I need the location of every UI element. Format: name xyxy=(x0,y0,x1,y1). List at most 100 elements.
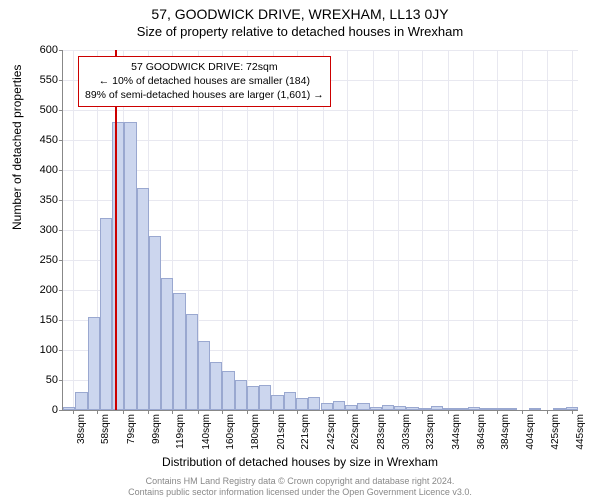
xtick-label: 160sqm xyxy=(225,414,236,450)
gridline-v xyxy=(497,50,498,410)
xtick-mark xyxy=(123,410,124,414)
gridline-v xyxy=(73,50,74,410)
histogram-bar xyxy=(455,408,467,410)
histogram-bar xyxy=(259,385,271,410)
histogram-bar xyxy=(75,392,87,410)
gridline-v xyxy=(547,50,548,410)
xtick-label: 323sqm xyxy=(425,414,436,450)
histogram-bar xyxy=(382,405,394,410)
histogram-bar xyxy=(198,341,210,410)
ytick-mark xyxy=(59,350,63,351)
ytick-mark xyxy=(59,410,63,411)
xtick-mark xyxy=(198,410,199,414)
histogram-bar xyxy=(333,401,345,410)
xtick-mark xyxy=(97,410,98,414)
gridline-v xyxy=(398,50,399,410)
xtick-mark xyxy=(347,410,348,414)
histogram-bar xyxy=(222,371,234,410)
xtick-label: 140sqm xyxy=(201,414,212,450)
ytick-mark xyxy=(59,380,63,381)
xtick-mark xyxy=(547,410,548,414)
xtick-label: 262sqm xyxy=(350,414,361,450)
histogram-bar xyxy=(492,408,504,410)
ytick-label: 450 xyxy=(18,134,58,146)
ytick-label: 500 xyxy=(18,104,58,116)
histogram-bar xyxy=(88,317,100,410)
gridline-v xyxy=(448,50,449,410)
footer-line1: Contains HM Land Registry data © Crown c… xyxy=(0,476,600,487)
gridline-h xyxy=(63,170,578,171)
xtick-mark xyxy=(422,410,423,414)
ytick-label: 100 xyxy=(18,344,58,356)
histogram-bar xyxy=(480,408,492,410)
xtick-mark xyxy=(323,410,324,414)
xtick-label: 79sqm xyxy=(126,414,137,444)
ytick-label: 200 xyxy=(18,284,58,296)
ytick-mark xyxy=(59,110,63,111)
histogram-bar xyxy=(284,392,296,410)
xtick-mark xyxy=(297,410,298,414)
histogram-bar xyxy=(566,407,578,410)
xtick-label: 221sqm xyxy=(300,414,311,450)
histogram-bar xyxy=(186,314,198,410)
xtick-label: 364sqm xyxy=(476,414,487,450)
gridline-v xyxy=(522,50,523,410)
xtick-label: 180sqm xyxy=(250,414,261,450)
gridline-v xyxy=(347,50,348,410)
xtick-mark xyxy=(572,410,573,414)
xtick-mark xyxy=(448,410,449,414)
ytick-mark xyxy=(59,320,63,321)
ytick-mark xyxy=(59,50,63,51)
ytick-label: 50 xyxy=(18,374,58,386)
histogram-bar xyxy=(406,407,418,410)
xtick-label: 404sqm xyxy=(525,414,536,450)
x-axis-label: Distribution of detached houses by size … xyxy=(0,455,600,469)
chart-container: 57, GOODWICK DRIVE, WREXHAM, LL13 0JY Si… xyxy=(0,0,600,500)
xtick-label: 344sqm xyxy=(451,414,462,450)
ytick-mark xyxy=(59,230,63,231)
xtick-mark xyxy=(273,410,274,414)
xtick-mark xyxy=(398,410,399,414)
xtick-mark xyxy=(522,410,523,414)
histogram-bar xyxy=(247,386,259,410)
gridline-h xyxy=(63,110,578,111)
histogram-bar xyxy=(137,188,149,410)
xtick-label: 38sqm xyxy=(76,414,87,444)
histogram-bar xyxy=(308,397,320,410)
footer-line2: Contains public sector information licen… xyxy=(0,487,600,498)
ytick-mark xyxy=(59,140,63,141)
ytick-label: 0 xyxy=(18,404,58,416)
ytick-label: 400 xyxy=(18,164,58,176)
xtick-label: 119sqm xyxy=(175,414,186,449)
ytick-label: 300 xyxy=(18,224,58,236)
histogram-bar xyxy=(443,408,455,410)
gridline-v xyxy=(422,50,423,410)
histogram-bar xyxy=(124,122,136,410)
histogram-bar xyxy=(504,408,516,410)
histogram-bar xyxy=(210,362,222,410)
xtick-label: 99sqm xyxy=(151,414,162,444)
annotation-line3: 89% of semi-detached houses are larger (… xyxy=(85,88,324,102)
xtick-label: 283sqm xyxy=(376,414,387,450)
ytick-label: 550 xyxy=(18,74,58,86)
xtick-label: 303sqm xyxy=(401,414,412,450)
histogram-bar xyxy=(321,403,333,410)
xtick-label: 384sqm xyxy=(500,414,511,450)
xtick-label: 242sqm xyxy=(326,414,337,450)
histogram-bar xyxy=(529,408,541,410)
annotation-line1: 57 GOODWICK DRIVE: 72sqm xyxy=(85,60,324,74)
xtick-label: 58sqm xyxy=(100,414,111,444)
gridline-v xyxy=(572,50,573,410)
xtick-label: 445sqm xyxy=(575,414,586,450)
footer-attribution: Contains HM Land Registry data © Crown c… xyxy=(0,476,600,498)
xtick-mark xyxy=(148,410,149,414)
histogram-bar xyxy=(394,406,406,410)
histogram-bar xyxy=(468,407,480,410)
xtick-mark xyxy=(247,410,248,414)
histogram-bar xyxy=(357,403,369,410)
ytick-label: 250 xyxy=(18,254,58,266)
ytick-mark xyxy=(59,200,63,201)
chart-title-main: 57, GOODWICK DRIVE, WREXHAM, LL13 0JY xyxy=(0,0,600,22)
xtick-mark xyxy=(497,410,498,414)
histogram-bar xyxy=(553,408,565,410)
